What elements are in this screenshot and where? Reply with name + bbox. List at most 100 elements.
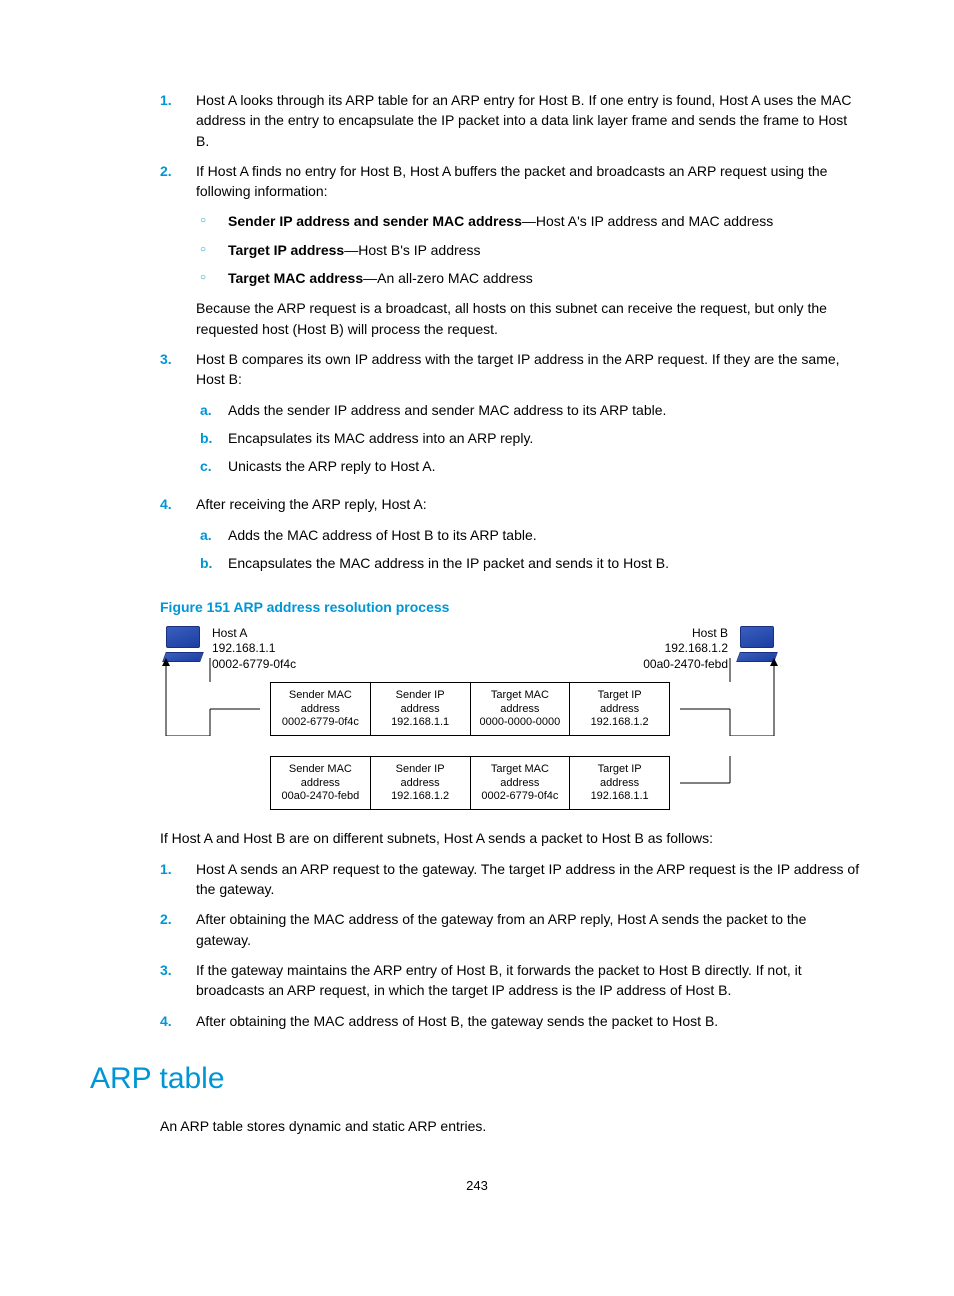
field-sender-mac: Sender MAC address 00a0-2470-febd [270,756,370,810]
sub-list-item: a.Adds the MAC address of Host B to its … [200,525,864,545]
field-value: 192.168.1.2 [572,716,667,730]
sub-list-item: a.Adds the sender IP address and sender … [200,400,864,420]
list-item: 2. If Host A finds no entry for Host B, … [160,161,864,339]
field-target-ip: Target IP address 192.168.1.1 [569,756,670,810]
list-item: 4. After receiving the ARP reply, Host A… [160,494,864,581]
list-number: 2. [160,161,196,339]
sub-bullet-list: ○ Sender IP address and sender MAC addre… [200,211,864,288]
bullet-icon: ○ [200,240,228,260]
field-label-2: address [273,703,368,717]
field-label-2: address [473,777,568,791]
list-text: After receiving the ARP reply, Host A: [196,496,427,512]
computer-icon [736,626,778,662]
paragraph: An ARP table stores dynamic and static A… [160,1116,864,1136]
field-label-2: address [273,777,368,791]
list-item: 1. Host A looks through its ARP table fo… [160,90,864,151]
arrow-right-column [680,756,780,810]
field-target-ip: Target IP address 192.168.1.2 [569,682,670,736]
sub-text: Unicasts the ARP reply to Host A. [228,456,864,476]
list-number: 4. [160,1011,196,1031]
field-label-2: address [373,703,468,717]
list-body: After receiving the ARP reply, Host A: a… [196,494,864,581]
field-label-2: address [473,703,568,717]
field-label-2: address [572,703,667,717]
section-heading-arp-table: ARP table [90,1057,864,1101]
sub-list-item: ○ Target IP address—Host B's IP address [200,240,864,260]
host-name: Host A [212,626,296,642]
arp-request-row: Sender MAC address 0002-6779-0f4c Sender… [160,682,780,736]
bold-term: Target IP address [228,242,344,258]
sub-list-item: c.Unicasts the ARP reply to Host A. [200,456,864,476]
arp-reply-row: Sender MAC address 00a0-2470-febd Sender… [160,756,780,810]
field-label-1: Sender IP [373,689,468,703]
field-value: 0000-0000-0000 [473,716,568,730]
sub-ordered-list: a.Adds the MAC address of Host B to its … [200,525,864,574]
host-name: Host B [643,626,728,642]
page-number: 243 [90,1177,864,1196]
bullet-icon: ○ [200,268,228,288]
field-value: 192.168.1.1 [572,790,667,804]
field-label-1: Target MAC [473,763,568,777]
bold-term: Target MAC address [228,270,363,286]
list-number: 1. [160,859,196,900]
field-value: 192.168.1.2 [373,790,468,804]
host-ip: 192.168.1.1 [212,641,296,657]
term-desc: —An all-zero MAC address [363,270,533,286]
list-item: 4. After obtaining the MAC address of Ho… [160,1011,864,1031]
sub-list-item: b.Encapsulates its MAC address into an A… [200,428,864,448]
list-body: After obtaining the MAC address of the g… [196,909,864,950]
field-label-1: Target IP [572,689,667,703]
bold-term: Sender IP address and sender MAC address [228,213,522,229]
paragraph: Because the ARP request is a broadcast, … [196,298,864,339]
field-target-mac: Target MAC address 0000-0000-0000 [470,682,570,736]
list-body: Host A sends an ARP request to the gatew… [196,859,864,900]
figure-caption: Figure 151 ARP address resolution proces… [160,597,864,617]
sub-ordered-list: a.Adds the sender IP address and sender … [200,400,864,477]
list-body: If Host A finds no entry for Host B, Hos… [196,161,864,339]
sub-text: Adds the sender IP address and sender MA… [228,400,864,420]
bullet-icon: ○ [200,211,228,231]
arp-reply-fields: Sender MAC address 00a0-2470-febd Sender… [270,756,670,810]
list-letter: b. [200,428,228,448]
field-label-1: Target MAC [473,689,568,703]
list-item: 3. If the gateway maintains the ARP entr… [160,960,864,1001]
computer-icon [162,626,204,662]
ordered-list-cross-subnet: 1. Host A sends an ARP request to the ga… [160,859,864,1031]
field-value: 0002-6779-0f4c [473,790,568,804]
field-target-mac: Target MAC address 0002-6779-0f4c [470,756,570,810]
sub-text: Encapsulates the MAC address in the IP p… [228,553,864,573]
list-number: 3. [160,960,196,1001]
field-label-1: Sender MAC [273,689,368,703]
list-letter: a. [200,525,228,545]
list-number: 4. [160,494,196,581]
field-value: 0002-6779-0f4c [273,716,368,730]
field-label-2: address [373,777,468,791]
list-number: 2. [160,909,196,950]
field-label-1: Target IP [572,763,667,777]
host-ip: 192.168.1.2 [643,641,728,657]
field-sender-ip: Sender IP address 192.168.1.2 [370,756,470,810]
list-text: If Host A finds no entry for Host B, Hos… [196,163,827,199]
sub-list-item: ○ Sender IP address and sender MAC addre… [200,211,864,231]
list-item: 1. Host A sends an ARP request to the ga… [160,859,864,900]
sub-list-item: b.Encapsulates the MAC address in the IP… [200,553,864,573]
sub-list-item: ○ Target MAC address—An all-zero MAC add… [200,268,864,288]
term-desc: —Host A's IP address and MAC address [522,213,773,229]
list-number: 3. [160,349,196,484]
field-label-1: Sender IP [373,763,468,777]
paragraph: If Host A and Host B are on different su… [160,828,794,848]
arrow-right-column [680,682,780,736]
list-item: 2. After obtaining the MAC address of th… [160,909,864,950]
ordered-list-arp-process: 1. Host A looks through its ARP table fo… [160,90,864,581]
list-body: After obtaining the MAC address of Host … [196,1011,864,1031]
list-body: If the gateway maintains the ARP entry o… [196,960,864,1001]
arp-diagram: Host A 192.168.1.1 0002-6779-0f4c Host B… [160,626,780,811]
list-body: Host B compares its own IP address with … [196,349,864,484]
list-item: 3. Host B compares its own IP address wi… [160,349,864,484]
field-label-1: Sender MAC [273,763,368,777]
list-body: Host A looks through its ARP table for a… [196,90,864,151]
field-sender-mac: Sender MAC address 0002-6779-0f4c [270,682,370,736]
list-number: 1. [160,90,196,151]
arp-request-fields: Sender MAC address 0002-6779-0f4c Sender… [270,682,670,736]
field-sender-ip: Sender IP address 192.168.1.1 [370,682,470,736]
